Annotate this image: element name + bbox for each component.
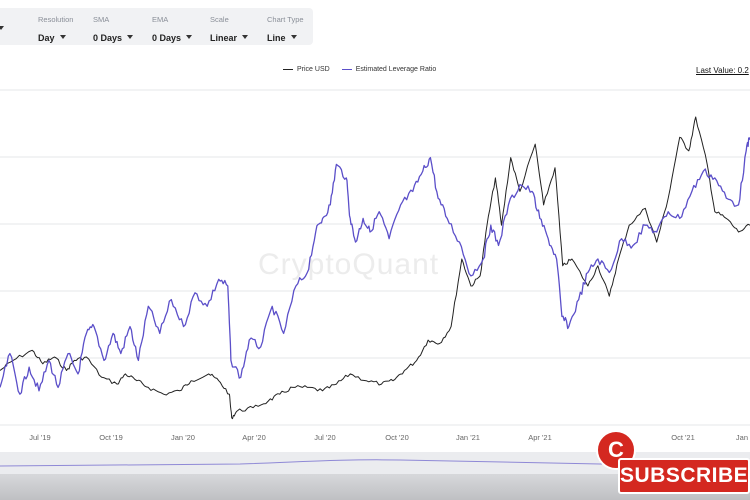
x-tick-label: Oct '20: [385, 433, 409, 442]
legend-swatch-leverage: [341, 68, 352, 71]
chart-type-label: Chart Type: [267, 15, 304, 24]
chart-legend: Price USD Estimated Leverage Ratio: [283, 66, 436, 73]
subscribe-button[interactable]: SUBSCRIBE: [618, 458, 750, 494]
chevron-down-icon: [127, 34, 134, 39]
chevron-down-icon: [290, 34, 297, 39]
toolbar-partial-dropdown[interactable]: s: [0, 15, 5, 37]
resolution-dropdown[interactable]: Resolution Day: [38, 15, 73, 46]
price-usd-line: [0, 116, 750, 420]
x-tick-label: Oct '21: [671, 433, 695, 442]
sma-dropdown[interactable]: SMA 0 Days: [93, 15, 134, 46]
resolution-label: Resolution: [38, 15, 74, 24]
x-tick-label: Jan '21: [456, 433, 480, 442]
scale-label: Scale: [210, 15, 229, 24]
ema-value: 0 Days: [152, 33, 182, 43]
legend-item-price[interactable]: Price USD: [283, 66, 330, 73]
resolution-value: Day: [38, 33, 55, 43]
chevron-down-icon: [186, 34, 193, 39]
chart-toolbar: s Resolution Day SMA 0 Days EMA 0 Days S…: [0, 8, 313, 45]
x-tick-label: Jul '20: [314, 433, 335, 442]
x-tick-label: Jan: [736, 433, 748, 442]
x-tick-label: Apr '20: [242, 433, 266, 442]
chart-type-dropdown[interactable]: Chart Type Line: [267, 15, 304, 46]
watermark-logo: CryptoQuant: [258, 248, 440, 281]
chevron-down-icon: [242, 34, 249, 39]
x-tick-label: Jan '20: [171, 433, 195, 442]
legend-swatch-price: [283, 68, 293, 71]
chart-type-value: Line: [267, 33, 286, 43]
ema-dropdown[interactable]: EMA 0 Days: [152, 15, 193, 46]
series-lines: [0, 116, 750, 420]
legend-label-price: Price USD: [297, 66, 330, 73]
scale-value: Linear: [210, 33, 238, 43]
sma-label: SMA: [93, 15, 110, 24]
x-tick-label: Oct '19: [99, 433, 123, 442]
x-tick-label: Jul '19: [29, 433, 50, 442]
scale-dropdown[interactable]: Scale Linear: [210, 15, 249, 46]
grid-lines: [0, 89, 750, 426]
sma-value: 0 Days: [93, 33, 123, 43]
legend-label-leverage: Estimated Leverage Ratio: [355, 66, 437, 73]
chevron-down-icon: [59, 34, 66, 39]
leverage-ratio-line: [0, 137, 750, 395]
ema-label: EMA: [152, 15, 169, 24]
subscribe-overlay[interactable]: C SUBSCRIBE: [596, 430, 750, 494]
x-tick-label: Apr '21: [528, 433, 552, 442]
last-value-readout: Last Value: 0.2: [696, 66, 749, 75]
legend-item-leverage[interactable]: Estimated Leverage Ratio: [341, 66, 437, 73]
chevron-down-icon: [0, 25, 5, 30]
